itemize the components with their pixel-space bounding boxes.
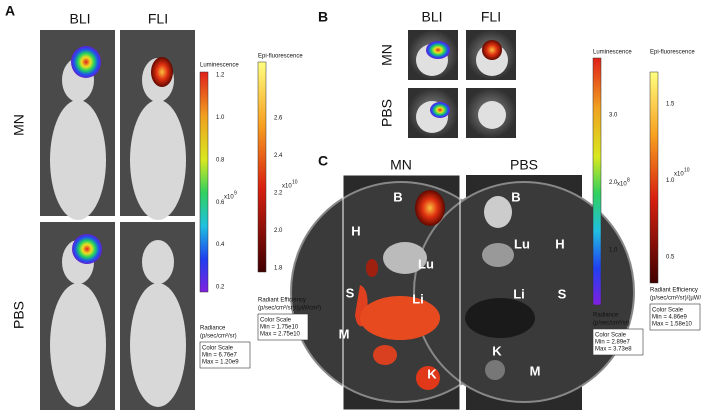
tick-label: 1.0 [666,178,675,184]
exponent: 8 [627,177,630,183]
scale-title: Epi-fluorescence [650,50,695,56]
row-label: MN [11,114,27,136]
box-max: Max = 1.58e10 [652,322,693,328]
scale-box [257,313,309,341]
panel-b-images [408,30,516,138]
organ-label: K [427,366,437,381]
unit-title: Radiant Efficiency [650,288,698,294]
tick-label: 2.0 [609,180,618,186]
row-label: MN [379,44,395,66]
panel-label: B [318,9,328,25]
organ-label: Lu [418,256,434,271]
tick-label: 1.0 [609,248,618,254]
tick-label: 2.2 [274,191,283,197]
organ-label: Lu [514,236,530,251]
organ-label: B [393,189,402,204]
box-title: Color Scale [260,318,292,324]
unit: (p/sec/cm²/sr)/(µW/cm²) [258,306,321,312]
multiplier: x10 [617,182,627,188]
tick-label: 0.2 [216,285,225,291]
exponent: 9 [234,190,237,196]
scale-box [199,341,251,369]
box-min: Min = 1.75e10 [260,325,299,331]
scale-box [649,303,701,331]
unit: (p/sec/cm²/sr)/(µW/cm²) [650,296,701,302]
tick-label: 0.8 [216,157,225,163]
organ-label: B [511,189,520,204]
box-min: Min = 4.86e9 [652,315,688,321]
unit: (p/sec/cm²/sr) [200,334,237,340]
row-label: PBS [379,99,395,127]
organ-label: Li [412,291,424,306]
exponent: 10 [292,179,298,185]
multiplier: x10 [674,172,684,178]
color-bar [199,71,209,293]
scale-title: Luminescence [593,50,632,56]
box-max: Max = 3.73e8 [595,347,632,353]
color-bar [257,61,267,273]
unit-title: Radiance [593,313,619,319]
box-min: Min = 6.76e7 [202,353,238,359]
box-title: Color Scale [595,333,627,339]
unit-title: Radiant Efficiency [258,298,306,304]
color-bar [592,57,602,306]
box-max: Max = 2.75e10 [260,332,301,338]
box-title: Color Scale [652,308,684,314]
column-label: BLI [69,11,90,27]
organ-label: M [530,363,541,378]
multiplier: x10 [224,195,234,201]
box-max: Max = 1.20e9 [202,360,239,366]
column-label: FLI [481,9,501,25]
panel-label: A [5,3,15,19]
organ-label: H [351,223,360,238]
column-label: BLI [421,9,442,25]
column-label: MN [390,157,412,173]
unit-title: Radiance [200,326,226,332]
exponent: 10 [684,167,690,173]
unit: (p/sec/cm²/sr) [593,321,630,327]
tick-label: 0.4 [216,242,225,248]
multiplier: x10 [282,184,292,190]
tick-label: 2.4 [274,153,283,159]
scale-box [592,328,644,356]
color-bar [649,71,659,284]
organ-label: K [492,343,502,358]
panel-c-images [290,174,635,411]
organ-label: S [558,286,567,301]
tick-label: 1.5 [666,102,675,108]
box-min: Min = 2.89e7 [595,340,631,346]
organ-label: Li [513,286,525,301]
scale-title: Epi-fluorescence [258,54,303,60]
tick-label: 2.0 [274,228,283,234]
tick-label: 1.0 [216,115,225,121]
organ-label: H [555,236,564,251]
tick-label: 2.6 [274,116,283,122]
column-label: FLI [148,11,168,27]
organ-label: S [346,285,355,300]
tick-label: 0.5 [666,255,675,261]
organ-label: M [339,326,350,341]
tick-label: 1.8 [274,266,283,272]
box-title: Color Scale [202,346,234,352]
tick-label: 0.6 [216,200,225,206]
panel-a-images [40,30,195,410]
scale-title: Luminescence [200,63,239,69]
panel-label: C [318,153,328,169]
tick-label: 1.2 [216,73,225,79]
tick-label: 3.0 [609,113,618,119]
row-label: PBS [11,301,27,329]
column-label: PBS [510,157,538,173]
